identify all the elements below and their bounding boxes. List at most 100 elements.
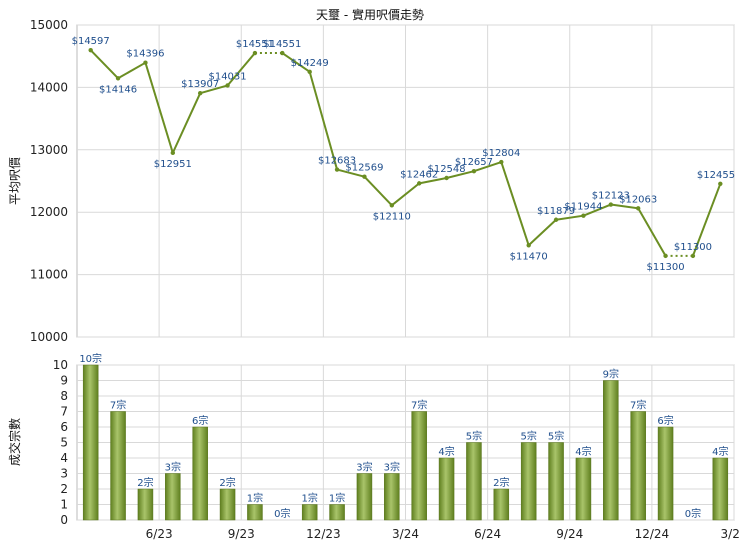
price-point: [252, 50, 258, 56]
price-y-tick: 10000: [30, 330, 68, 344]
price-point: [170, 150, 176, 156]
price-y-tick: 15000: [30, 18, 68, 32]
volume-data-label: 3宗: [165, 461, 181, 474]
volume-data-label: 6宗: [192, 414, 208, 427]
price-point: [553, 217, 559, 222]
price-data-label: $14597: [72, 36, 110, 47]
price-data-label: $12123: [592, 191, 630, 202]
price-data-label: $12063: [619, 194, 657, 205]
price-point: [197, 91, 203, 96]
price-line-segment: [117, 61, 146, 80]
volume-data-label: 1宗: [302, 492, 318, 505]
price-point: [690, 253, 696, 259]
price-point: [499, 159, 504, 165]
price-data-label: $11944: [564, 202, 602, 213]
price-line-segment: [226, 52, 256, 87]
x-tick-label: 9/23: [228, 527, 255, 541]
volume-y-tick: 10: [53, 358, 68, 372]
volume-bar: [219, 488, 236, 521]
price-data-label: $12657: [455, 157, 493, 168]
price-point: [526, 243, 531, 248]
price-data-label: $12683: [318, 156, 356, 167]
volume-bar: [712, 457, 729, 521]
price-data-label: $11300: [646, 262, 684, 273]
price-line-segment: [555, 214, 584, 221]
volume-data-label: 0宗: [685, 507, 701, 520]
volume-bar: [493, 488, 510, 521]
x-tick-label: 6/24: [474, 527, 501, 541]
price-series: [88, 47, 723, 259]
price-point: [471, 169, 477, 174]
volume-data-labels: 10宗 7宗 2宗 3宗 6宗 2宗 1宗 0宗 1宗 1宗 3宗 3宗 7宗 4宗 5宗 2宗 5宗 5宗 4宗 9…: [79, 352, 728, 520]
volume-data-label: 7宗: [630, 399, 646, 412]
volume-data-label: 4宗: [575, 445, 591, 458]
volume-data-label: 5宗: [548, 430, 564, 443]
volume-bar: [630, 411, 646, 521]
price-line-segment: [89, 49, 119, 79]
volume-bar: [438, 457, 455, 521]
volume-data-label: 6宗: [657, 414, 673, 427]
volume-bar: [247, 504, 263, 521]
price-line-segment: [363, 176, 393, 207]
price-point: [444, 175, 449, 181]
volume-y-tick: 4: [60, 451, 68, 465]
volume-data-label: 2宗: [219, 476, 235, 489]
price-line-segment: [637, 207, 667, 257]
price-data-label: $13907: [181, 79, 219, 90]
price-line-segment: [336, 168, 365, 178]
price-data-label: $14249: [291, 58, 329, 69]
x-tick-label: 12/24: [635, 527, 670, 541]
volume-y-tick: 7: [60, 405, 68, 419]
volume-bar: [603, 380, 619, 521]
price-data-label: $12569: [345, 163, 383, 174]
volume-bar: [356, 473, 373, 521]
price-data-label: $14551: [263, 39, 301, 50]
x-tick-label: 3/25: [721, 527, 740, 541]
price-data-label: $12548: [427, 164, 465, 175]
price-data-label: $11470: [510, 251, 548, 262]
volume-data-label: 0宗: [274, 507, 290, 520]
price-data-label: $12462: [400, 169, 438, 180]
price-line-segment: [692, 183, 722, 257]
price-point: [389, 203, 395, 208]
x-axis-ticks: 6/23 9/23 12/23 3/24 6/24 9/24 12/24 3/25: [146, 527, 740, 541]
price-point: [718, 181, 723, 187]
volume-data-label: 2宗: [493, 476, 509, 489]
price-line-segment: [418, 177, 447, 185]
volume-data-label: 3宗: [356, 461, 372, 474]
volume-data-label: 2宗: [137, 476, 153, 489]
price-data-label: $14146: [99, 84, 137, 95]
price-line-segment: [528, 219, 557, 247]
price-line-segment: [171, 92, 202, 154]
price-point: [143, 60, 148, 65]
price-point: [225, 83, 230, 88]
price-panel: 10000 11000 12000 13000 14000 15000 平均呎價 $145…: [8, 18, 735, 344]
price-point: [280, 50, 285, 56]
price-line-segment: [500, 161, 530, 246]
volume-bar: [137, 488, 154, 521]
volume-data-label: 4宗: [712, 445, 728, 458]
price-data-label: $14031: [208, 71, 246, 82]
price-line-segment: [446, 170, 475, 179]
volume-y-tick: 5: [60, 436, 68, 450]
volume-bar: [575, 457, 592, 521]
price-data-label: $12804: [482, 148, 520, 159]
volume-bars: [82, 364, 729, 521]
volume-bar: [165, 473, 181, 521]
price-point: [362, 174, 367, 179]
volume-y-tick: 6: [60, 420, 68, 434]
volume-bar: [82, 364, 99, 521]
volume-y-axis: 01 23 45 67 89 10: [53, 358, 68, 527]
volume-data-label: 4宗: [438, 445, 454, 458]
price-point: [334, 167, 340, 172]
price-point: [307, 69, 312, 75]
x-tick-label: 6/23: [146, 527, 173, 541]
price-data-label: $11300: [674, 242, 712, 253]
chart-title: 天璽 - 實用呎價走勢: [316, 7, 424, 22]
price-y-axis: 10000 11000 12000 13000 14000 15000: [30, 18, 68, 344]
x-tick-label: 12/23: [306, 527, 341, 541]
price-line-segment: [281, 52, 311, 73]
price-y-tick: 13000: [30, 143, 68, 157]
price-point: [608, 202, 614, 207]
